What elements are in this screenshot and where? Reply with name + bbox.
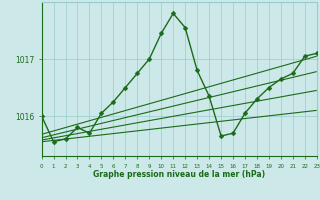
X-axis label: Graphe pression niveau de la mer (hPa): Graphe pression niveau de la mer (hPa) — [93, 170, 265, 179]
